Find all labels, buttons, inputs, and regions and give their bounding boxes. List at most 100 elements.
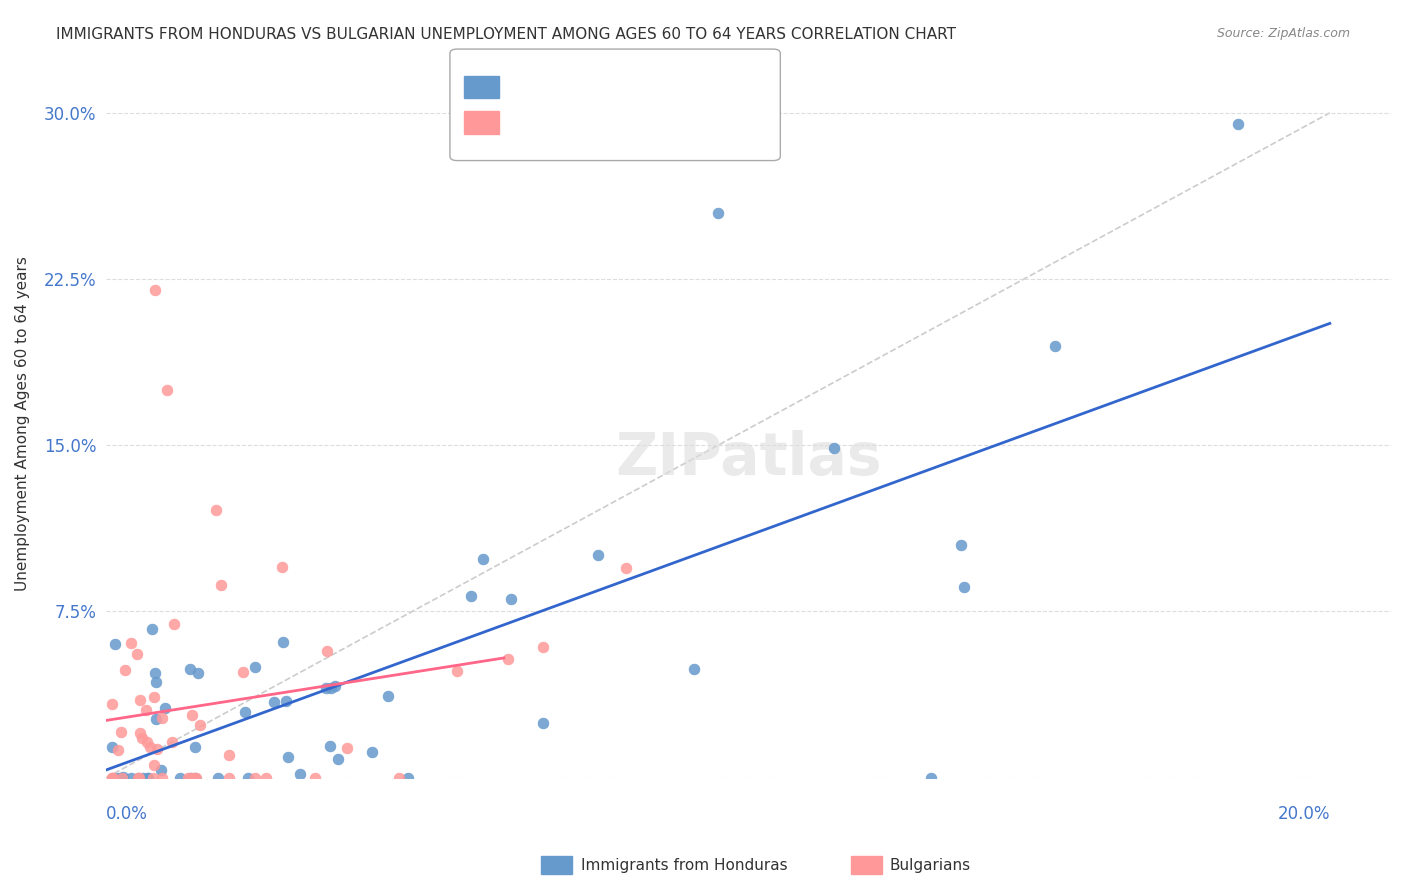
Point xyxy=(499,591,522,606)
Point xyxy=(949,538,972,552)
Point xyxy=(143,666,166,681)
Point xyxy=(145,742,167,756)
Point xyxy=(125,648,148,662)
Point xyxy=(823,441,845,455)
Point xyxy=(304,771,326,785)
Point xyxy=(396,771,419,785)
Point xyxy=(271,635,294,649)
Point xyxy=(145,675,167,690)
Point xyxy=(145,712,167,726)
Point xyxy=(143,690,166,704)
Point xyxy=(114,664,136,678)
Point xyxy=(179,771,201,785)
Text: Source: ZipAtlas.com: Source: ZipAtlas.com xyxy=(1216,27,1350,40)
Point xyxy=(127,771,149,785)
Point xyxy=(218,771,240,785)
Text: N =: N = xyxy=(612,112,643,129)
Text: Immigrants from Honduras: Immigrants from Honduras xyxy=(581,858,787,872)
Point xyxy=(107,771,129,785)
Point xyxy=(920,771,942,785)
Point xyxy=(336,741,359,756)
Point xyxy=(496,652,519,666)
Point xyxy=(243,771,266,785)
Point xyxy=(129,726,152,740)
Point xyxy=(245,659,267,673)
Point xyxy=(128,693,150,707)
Point xyxy=(150,771,173,785)
Point xyxy=(183,771,205,785)
Point xyxy=(323,679,346,693)
Point xyxy=(207,771,229,785)
Point xyxy=(321,681,343,696)
Point xyxy=(707,205,730,219)
Point xyxy=(127,771,149,785)
Point xyxy=(184,771,207,785)
Y-axis label: Unemployment Among Ages 60 to 64 years: Unemployment Among Ages 60 to 64 years xyxy=(15,256,30,591)
Text: R =: R = xyxy=(509,112,540,129)
Text: 0.371: 0.371 xyxy=(548,112,600,129)
Point xyxy=(136,771,159,785)
Text: R =: R = xyxy=(509,76,540,94)
Point xyxy=(270,560,292,574)
Point xyxy=(204,503,226,517)
Point xyxy=(274,694,297,708)
Point xyxy=(316,644,339,658)
Point xyxy=(238,771,260,785)
Point xyxy=(263,695,285,709)
Point xyxy=(531,640,554,654)
Point xyxy=(111,771,134,785)
Point xyxy=(254,771,277,785)
Point xyxy=(233,705,256,719)
Point xyxy=(136,771,159,785)
Point xyxy=(1227,117,1250,131)
Point xyxy=(531,716,554,731)
Point xyxy=(120,771,142,785)
Point xyxy=(141,623,163,637)
Text: 0.0%: 0.0% xyxy=(107,805,148,823)
Point xyxy=(315,681,337,695)
Point xyxy=(218,747,240,762)
Point xyxy=(180,708,202,723)
Point xyxy=(163,616,186,631)
Point xyxy=(111,770,134,784)
Point xyxy=(588,548,610,562)
Point xyxy=(142,758,165,772)
Point xyxy=(184,739,207,754)
Point xyxy=(162,734,184,748)
Point xyxy=(361,746,384,760)
Point xyxy=(136,735,159,749)
Point xyxy=(187,665,209,680)
Point xyxy=(150,711,173,725)
Point xyxy=(142,771,165,785)
Point xyxy=(132,771,155,785)
Point xyxy=(288,767,311,781)
Point xyxy=(232,665,254,679)
Point xyxy=(318,739,340,753)
Point xyxy=(326,752,349,766)
Point xyxy=(143,283,166,297)
Point xyxy=(107,743,129,757)
Point xyxy=(110,771,132,785)
Point xyxy=(179,662,201,676)
Point xyxy=(1043,338,1066,352)
Point xyxy=(209,577,232,591)
Point xyxy=(101,697,124,711)
Point xyxy=(169,771,191,785)
Text: 0.483: 0.483 xyxy=(548,76,600,94)
Point xyxy=(184,771,207,785)
Point xyxy=(446,664,468,678)
Point xyxy=(614,560,637,574)
Point xyxy=(110,725,132,739)
Text: 52: 52 xyxy=(650,76,672,94)
Point xyxy=(101,771,124,785)
Point xyxy=(135,703,157,717)
Text: 20.0%: 20.0% xyxy=(1277,805,1330,823)
Point xyxy=(131,731,153,746)
Text: 50: 50 xyxy=(650,112,672,129)
Point xyxy=(104,637,127,651)
Point xyxy=(460,589,482,603)
Point xyxy=(121,636,143,650)
Text: N =: N = xyxy=(612,76,643,94)
Point xyxy=(156,383,179,397)
Point xyxy=(101,740,124,755)
